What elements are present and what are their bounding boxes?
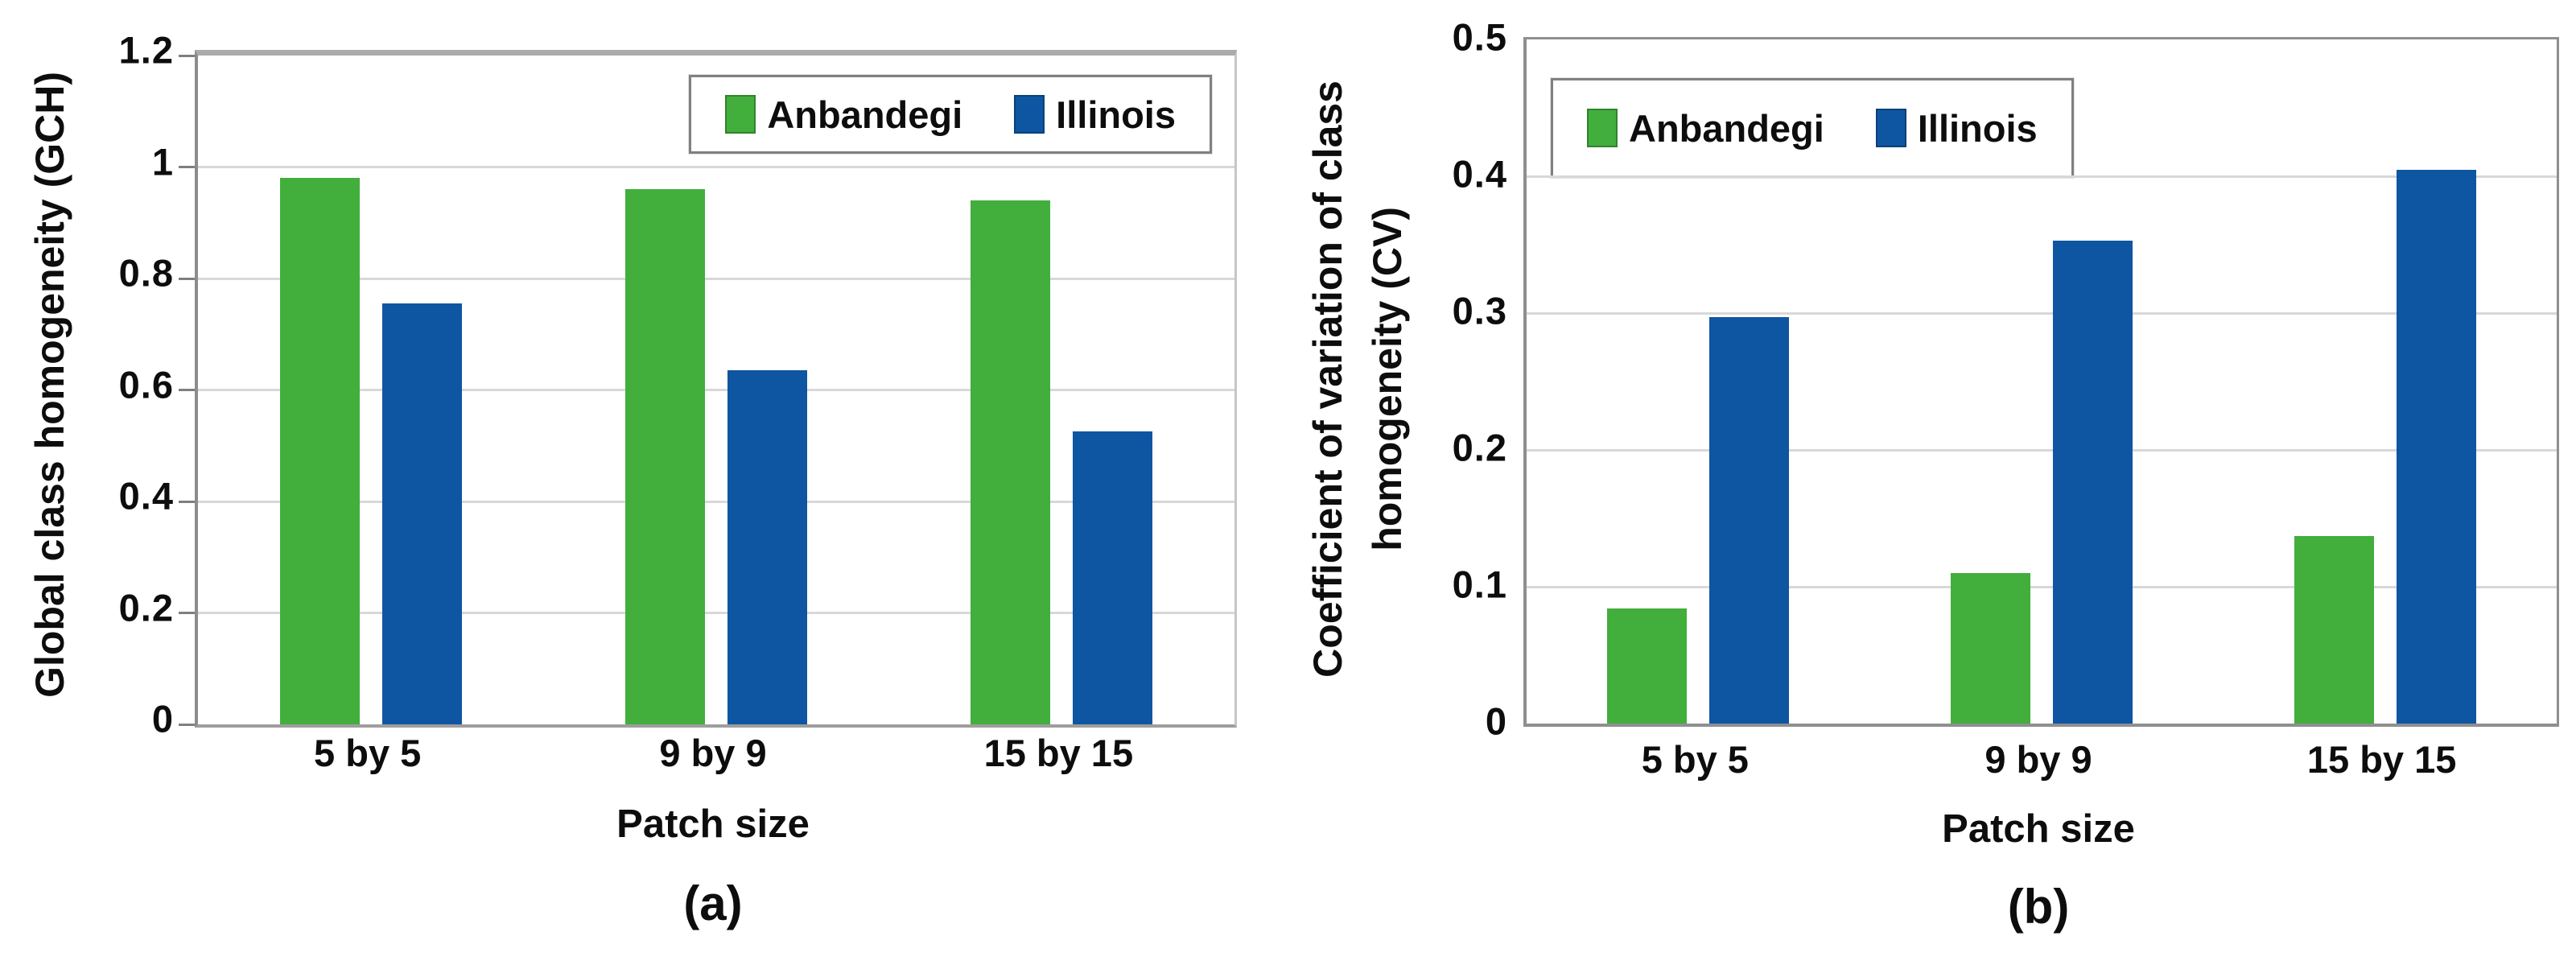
gridline-0.3 [1527,311,2557,315]
bar-anbandegi-15-by-15 [971,200,1051,724]
legend-label-anbandegi: Anbandegi [1629,106,1824,150]
legend-label-illinois: Illinois [1056,93,1176,136]
x-tick-label-5-by-5: 5 by 5 [314,732,422,774]
y-axis-tick-labels-a: 0 0.2 0.4 0.6 0.8 1 1.2 [0,29,179,740]
bar-illinois-15-by-15 [1073,431,1153,724]
legend-swatch-illinois [1014,95,1045,134]
x-tick-label-15-by-15: 15 by 15 [2306,738,2457,781]
bar-illinois-5-by-5 [1709,317,1790,724]
legend-item-anbandegi: Anbandegi [1587,106,1824,151]
y-tick-mark-1.2 [179,54,195,57]
legend-item-illinois: Illinois [1014,93,1176,137]
bar-anbandegi-9-by-9 [1951,573,2030,724]
x-axis-title-b: Patch size [1942,807,2135,851]
y-tick-mark-0.6 [179,389,195,391]
y-tick-label-0: 0 [151,697,174,740]
bar-illinois-9-by-9 [2053,240,2133,724]
y-tick-label-0.8: 0.8 [118,251,174,295]
x-tick-label-9-by-9: 9 by 9 [659,732,767,774]
y-tick-label-0.5: 0.5 [1452,15,1507,59]
gridline-0.1 [1527,585,2557,588]
chart-panel-b: Coefficient of variation of class homoge… [1288,0,2576,961]
legend-swatch-illinois [1875,109,1906,147]
gridline-0.4 [198,500,1234,503]
y-tick-mark-1 [179,166,195,168]
bar-anbandegi-15-by-15 [2294,536,2374,724]
plot-area-b: Anbandegi Illinois [1523,37,2559,727]
x-axis-title-a: Patch size [616,802,810,846]
y-tick-mark-0.8 [179,277,195,280]
y-axis-title-b-line1: Coefficient of variation of class [1305,80,1350,678]
y-tick-label-0.4: 0.4 [118,474,174,518]
bar-anbandegi-5-by-5 [279,178,360,724]
x-axis-tick-labels-a: 5 by 5 9 by 9 15 by 15 [195,731,1231,787]
legend-swatch-anbandegi [1587,109,1618,147]
y-tick-label-1.2: 1.2 [118,28,174,72]
legend-b: Anbandegi Illinois [1551,78,2074,178]
gridline-1 [198,166,1234,168]
gridline-0.4 [1527,175,2557,178]
x-tick-label-5-by-5: 5 by 5 [1641,738,1749,781]
legend-label-illinois: Illinois [1917,106,2038,150]
y-tick-label-1: 1 [151,140,174,183]
legend-swatch-anbandegi [725,95,756,134]
bar-illinois-15-by-15 [2396,169,2476,724]
y-tick-label-0.3: 0.3 [1452,289,1507,332]
bar-illinois-9-by-9 [727,370,807,724]
y-tick-label-0: 0 [1485,699,1507,743]
bar-anbandegi-5-by-5 [1607,608,1688,724]
x-tick-label-9-by-9: 9 by 9 [1985,738,2092,781]
y-tick-label-0.2: 0.2 [118,586,174,629]
x-tick-label-15-by-15: 15 by 15 [983,732,1134,774]
bar-illinois-5-by-5 [381,303,462,724]
chart-panel-a: Global class homogeneity (GCH) 0 0.2 0.4 0.… [0,29,1237,930]
y-tick-label-0.2: 0.2 [1452,426,1507,469]
legend-item-illinois: Illinois [1875,106,2038,151]
gridline-0.2 [1527,448,2557,452]
y-tick-label-0.6: 0.6 [118,363,174,406]
legend-item-anbandegi: Anbandegi [725,93,962,137]
y-tick-mark-0.4 [179,500,195,503]
gridline-0.6 [198,389,1234,391]
y-tick-mark-0.2 [179,612,195,614]
gridline-0.8 [198,277,1234,280]
y-axis-tick-labels-b: 0 0.1 0.2 0.3 0.4 0.5 [1353,16,1512,743]
panel-label-b: (b) [2007,880,2070,934]
panel-label-a: (a) [683,876,743,930]
y-tick-label-0.4: 0.4 [1452,152,1507,196]
legend-a: Anbandegi Illinois [689,75,1212,154]
y-tick-mark-0 [179,723,195,726]
plot-area-a: Anbandegi Illinois [179,50,1237,728]
x-axis-tick-labels-b: 5 by 5 9 by 9 15 by 15 [1523,737,2553,794]
gridline-0.2 [198,612,1234,614]
y-tick-label-0.1: 0.1 [1452,563,1507,606]
legend-label-anbandegi: Anbandegi [767,93,963,136]
bar-anbandegi-9-by-9 [625,189,705,724]
